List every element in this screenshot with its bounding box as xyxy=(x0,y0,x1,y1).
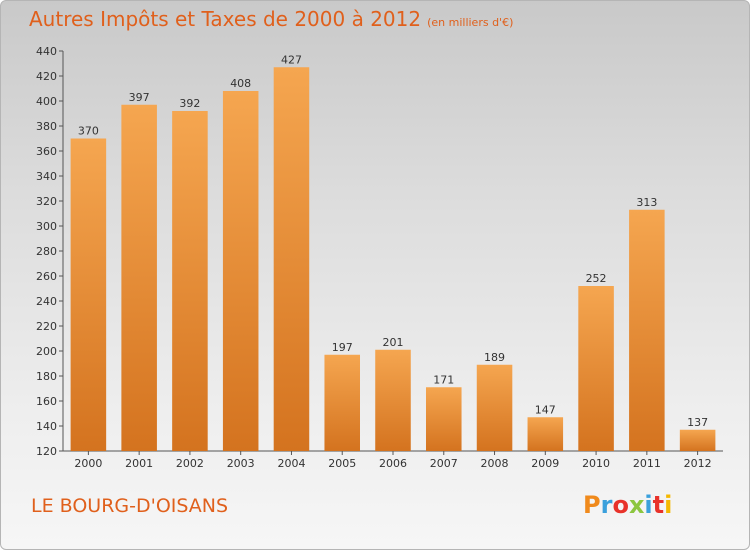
bar-2008 xyxy=(476,364,513,451)
y-tick-label: 140 xyxy=(36,420,57,433)
data-label-2010: 252 xyxy=(586,272,607,285)
proxiti-logo: Proxiti xyxy=(583,491,672,519)
x-tick-label: 2010 xyxy=(582,457,610,470)
x-tick-label: 2007 xyxy=(430,457,458,470)
bar-2011 xyxy=(629,209,665,451)
bar-2002 xyxy=(172,111,208,451)
logo-letter: i xyxy=(644,491,653,519)
chart-title-unit: (en milliers d'€) xyxy=(427,16,514,29)
bar-2009 xyxy=(527,417,564,451)
chart-title: Autres Impôts et Taxes de 2000 à 2012 (en… xyxy=(29,7,513,31)
x-tick-label: 2008 xyxy=(481,457,509,470)
bar-2004 xyxy=(273,67,310,451)
logo-letter: x xyxy=(628,491,645,519)
y-tick-label: 280 xyxy=(36,245,57,258)
data-label-2007: 171 xyxy=(433,373,454,386)
logo-letter: t xyxy=(652,491,665,519)
logo-letter: r xyxy=(600,491,613,519)
bar-2006 xyxy=(375,349,411,451)
chart-title-main: Autres Impôts et Taxes de 2000 à 2012 xyxy=(29,7,422,31)
y-tick-label: 120 xyxy=(36,445,57,458)
data-label-2008: 189 xyxy=(484,351,505,364)
x-tick-label: 2011 xyxy=(633,457,661,470)
y-tick-label: 320 xyxy=(36,195,57,208)
y-tick-label: 360 xyxy=(36,145,57,158)
x-axis: 2000 2001 2002 2003 2004 2005 2006 2007 2008 2009… xyxy=(63,450,723,470)
x-tick-label: 2003 xyxy=(227,457,255,470)
data-label-2009: 147 xyxy=(535,403,556,416)
data-label-2011: 313 xyxy=(636,196,657,209)
data-labels-group: 370 397 392 408 427 197 201 171 189 147 252 313 137 xyxy=(78,53,708,429)
logo-letter: o xyxy=(612,491,629,519)
y-tick-label: 160 xyxy=(36,395,57,408)
y-axis: 120 140 160 180 200 220 240 260 280 300 320 340 360 3… xyxy=(36,45,64,458)
y-tick-label: 380 xyxy=(36,120,57,133)
y-tick-label: 400 xyxy=(36,95,57,108)
x-tick-label: 2002 xyxy=(176,457,204,470)
x-tick-label: 2005 xyxy=(328,457,356,470)
y-tick-label: 440 xyxy=(36,45,57,58)
x-tick-label: 2012 xyxy=(684,457,712,470)
bar-2005 xyxy=(324,354,360,451)
y-tick-label: 220 xyxy=(36,320,57,333)
y-tick-label: 240 xyxy=(36,295,57,308)
x-tick-label: 2004 xyxy=(277,457,305,470)
bar-2007 xyxy=(426,387,462,451)
data-label-2005: 197 xyxy=(332,341,353,354)
data-label-2000: 370 xyxy=(78,125,99,138)
data-label-2003: 408 xyxy=(230,77,251,90)
bar-2012 xyxy=(679,429,716,451)
bar-2001 xyxy=(121,104,157,451)
data-label-2001: 397 xyxy=(129,91,150,104)
y-tick-label: 340 xyxy=(36,170,57,183)
y-tick-label: 260 xyxy=(36,270,57,283)
y-tick-label: 300 xyxy=(36,220,57,233)
y-tick-label: 200 xyxy=(36,345,57,358)
logo-letter: P xyxy=(583,491,601,519)
x-tick-label: 2001 xyxy=(125,457,153,470)
x-tick-label: 2006 xyxy=(379,457,407,470)
y-tick-label: 420 xyxy=(36,70,57,83)
bar-2000 xyxy=(70,138,107,451)
bar-2003 xyxy=(222,91,259,451)
bars-group xyxy=(70,67,716,451)
data-label-2002: 392 xyxy=(179,97,200,110)
data-label-2012: 137 xyxy=(687,416,708,429)
x-tick-label: 2009 xyxy=(531,457,559,470)
data-label-2004: 427 xyxy=(281,53,302,66)
bar-2010 xyxy=(578,286,614,451)
commune-name: LE BOURG-D'OISANS xyxy=(31,495,229,517)
data-label-2006: 201 xyxy=(383,336,404,349)
y-tick-label: 180 xyxy=(36,370,57,383)
x-tick-label: 2000 xyxy=(74,457,102,470)
logo-letter: i xyxy=(664,491,673,519)
